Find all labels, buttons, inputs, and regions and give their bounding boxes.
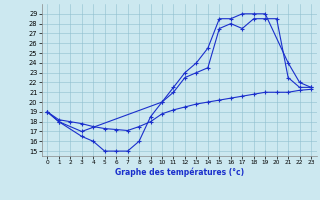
X-axis label: Graphe des températures (°c): Graphe des températures (°c) [115, 168, 244, 177]
